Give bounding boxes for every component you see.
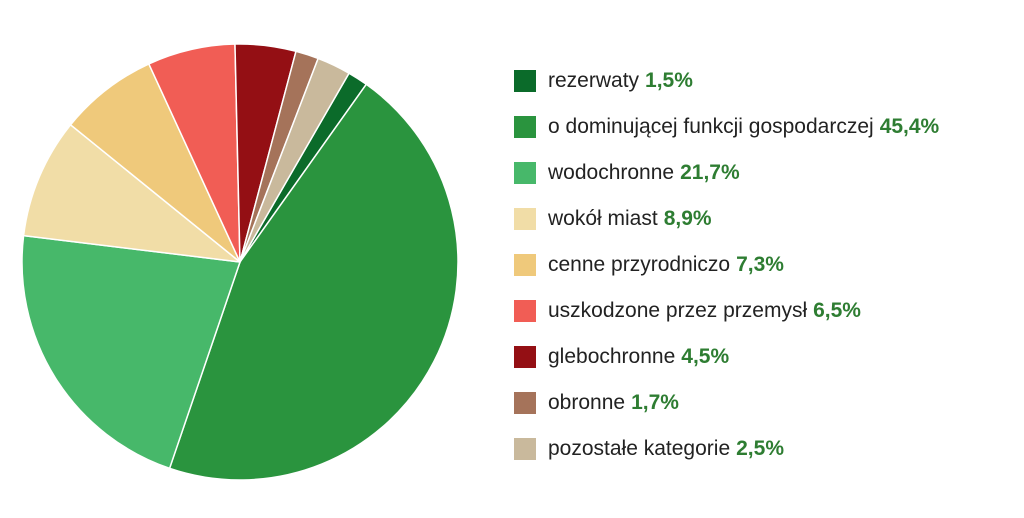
legend-item: o dominującej funkcji gospodarczej 45,4% bbox=[514, 104, 1014, 150]
legend-value: 45,4% bbox=[879, 115, 940, 138]
legend-value: 2,5% bbox=[736, 437, 784, 460]
legend-item: pozostałe kategorie 2,5% bbox=[514, 426, 1014, 472]
legend-item: cenne przyrodniczo 7,3% bbox=[514, 242, 1014, 288]
legend-value: 1,7% bbox=[631, 391, 679, 414]
legend-value: 1,5% bbox=[645, 69, 693, 92]
legend-value: 21,7% bbox=[680, 161, 740, 184]
legend-label: o dominującej funkcji gospodarczej bbox=[548, 115, 874, 138]
legend-value: 4,5% bbox=[681, 345, 730, 368]
legend-label: glebochronne bbox=[548, 345, 676, 368]
legend-value: 6,5% bbox=[813, 299, 861, 322]
legend-label: uszkodzone przez przemysł bbox=[548, 299, 808, 322]
legend-item: glebochronne 4,5% bbox=[514, 334, 1014, 380]
legend-item: rezerwaty 1,5% bbox=[514, 58, 1014, 104]
legend-item: obronne 1,7% bbox=[514, 380, 1014, 426]
pie-slice-1 bbox=[168, 83, 459, 481]
legend-value: 7,3% bbox=[736, 253, 784, 276]
legend-label: pozostałe kategorie bbox=[548, 437, 731, 460]
legend-swatch bbox=[514, 346, 536, 368]
legend-label: obronne bbox=[548, 391, 626, 414]
chart-legend: rezerwaty 1,5% o dominującej funkcji gospo… bbox=[514, 58, 1014, 472]
pie-slice-4 bbox=[69, 63, 241, 263]
legend-item: wodochronne 21,7% bbox=[514, 150, 1014, 196]
legend-label: wodochronne bbox=[548, 161, 675, 184]
legend-swatch bbox=[514, 254, 536, 276]
legend-swatch bbox=[514, 208, 536, 230]
pie-slice-8 bbox=[239, 57, 350, 263]
legend-label: rezerwaty bbox=[548, 69, 640, 92]
pie-chart bbox=[21, 43, 459, 481]
legend-label: wokół miast bbox=[548, 207, 658, 230]
legend-swatch bbox=[514, 116, 536, 138]
pie-slice-3 bbox=[22, 124, 241, 263]
legend-label: cenne przyrodniczo bbox=[548, 253, 731, 276]
legend-item: uszkodzone przez przemysł 6,5% bbox=[514, 288, 1014, 334]
legend-value: 8,9% bbox=[663, 207, 712, 230]
legend-swatch bbox=[514, 70, 536, 92]
legend-swatch bbox=[514, 438, 536, 460]
legend-swatch bbox=[514, 300, 536, 322]
legend-swatch bbox=[514, 162, 536, 184]
pie-slice-2 bbox=[21, 234, 241, 470]
legend-item: wokół miast 8,9% bbox=[514, 196, 1014, 242]
legend-swatch bbox=[514, 392, 536, 414]
